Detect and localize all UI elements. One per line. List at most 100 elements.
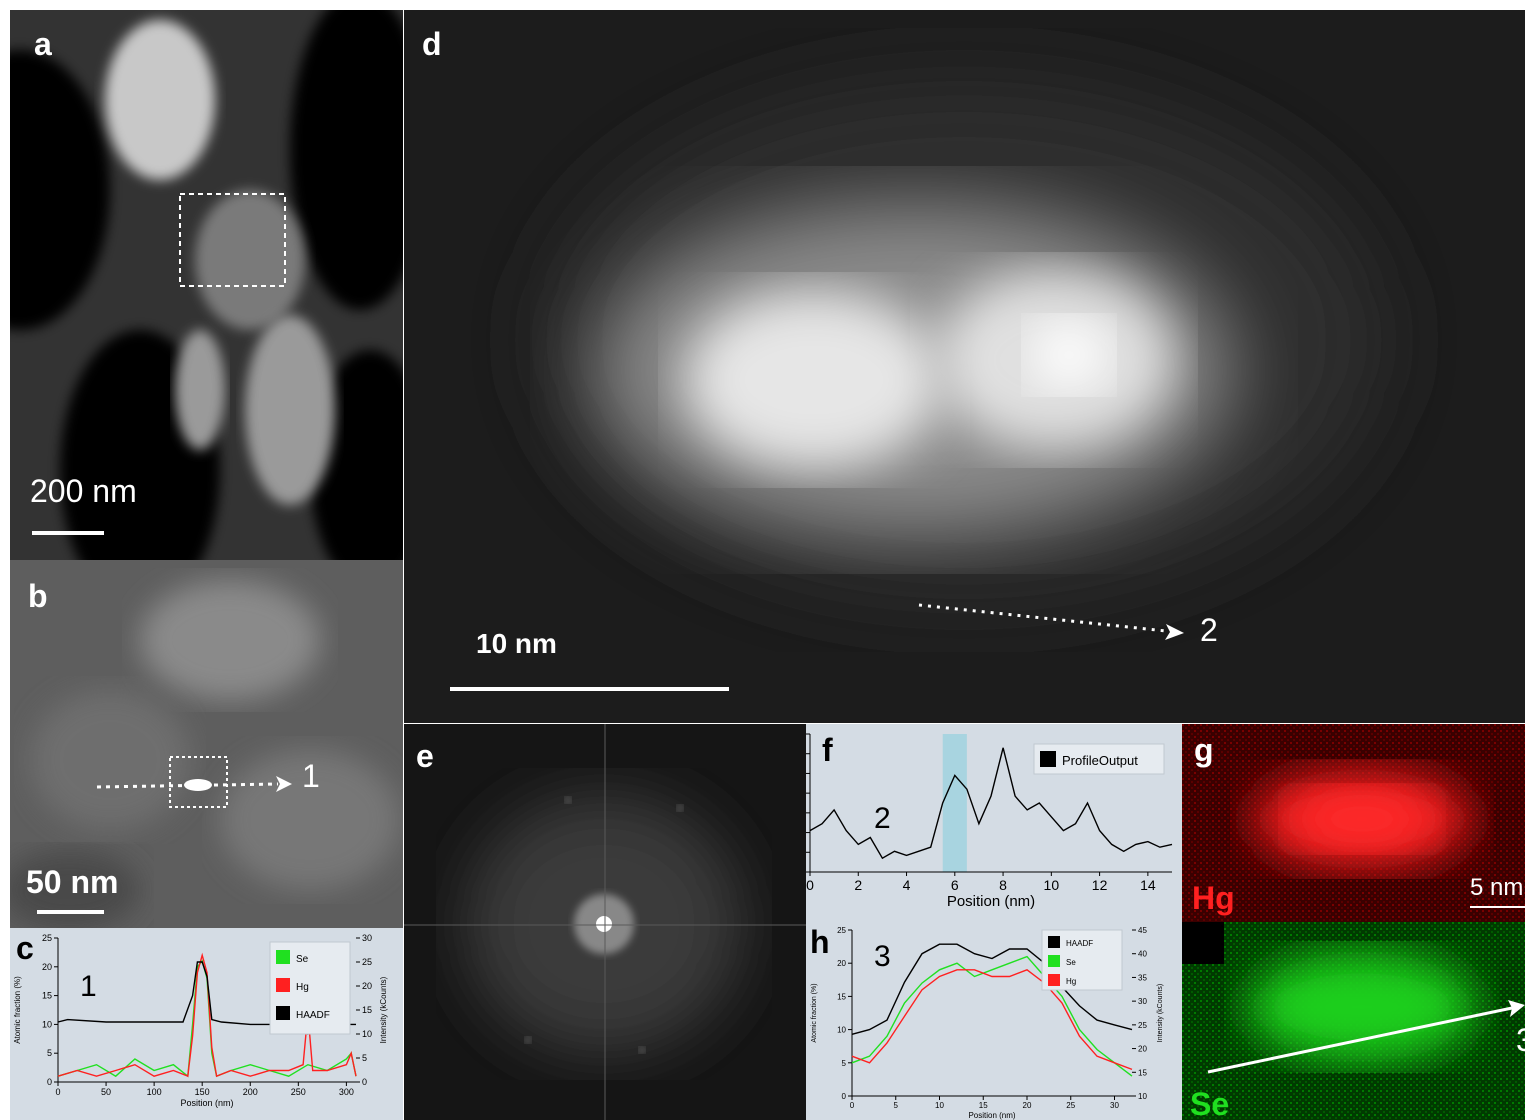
- scale-bar-a: [32, 531, 104, 535]
- legend-label-haadf: HAADF: [296, 1010, 330, 1021]
- x-tick-label: 4: [903, 877, 911, 893]
- marker-label-3: 3: [1516, 1022, 1525, 1058]
- y-tick-label: 5: [47, 1048, 52, 1058]
- se-map-image: [1182, 922, 1525, 1120]
- y2-tick-label: 35: [1138, 973, 1147, 982]
- y-tick-label: 15: [837, 992, 846, 1001]
- x-tick-label: 200: [243, 1087, 258, 1097]
- x-axis-label: Position (nm): [947, 893, 1035, 910]
- element-label-hg: Hg: [1192, 880, 1235, 916]
- x-tick-label: 10: [935, 1101, 944, 1110]
- x-tick-label: 15: [979, 1101, 988, 1110]
- panel-label-a: a: [34, 26, 52, 62]
- scale-label-g: 5 nm: [1470, 874, 1524, 901]
- marker-label: 1: [80, 970, 97, 1003]
- x-tick-label: 0: [850, 1101, 855, 1110]
- y-axis-label: Atomic fraction (%): [13, 976, 22, 1044]
- panel-label-g: g: [1194, 732, 1214, 768]
- x-tick-label: 0: [806, 877, 814, 893]
- y2-tick-label: 20: [362, 981, 372, 991]
- line-profile-arrow: [1207, 1006, 1513, 1074]
- x-tick-label: 10: [1044, 877, 1060, 893]
- hg-map-image: [1182, 724, 1525, 922]
- x-tick-label: 20: [1023, 1101, 1032, 1110]
- panel-d: d 2 10 nm: [404, 10, 1525, 723]
- element-label-se: Se: [1190, 1086, 1230, 1120]
- panel-b: b 1 50 nm: [10, 560, 403, 928]
- marker-label: 3: [874, 940, 891, 973]
- line-profile-arrow: [96, 782, 279, 789]
- scale-label-b: 50 nm: [26, 864, 119, 900]
- scale-label-d: 10 nm: [476, 628, 557, 659]
- y-tick-label: 10: [837, 1026, 846, 1035]
- x-tick-label: 25: [1066, 1101, 1075, 1110]
- y2-tick-label: 0: [362, 1077, 367, 1087]
- y-tick-label: 20: [42, 962, 52, 972]
- y-tick-label: 25: [42, 933, 52, 943]
- y2-tick-label: 45: [1138, 926, 1147, 935]
- y2-tick-label: 5: [362, 1053, 367, 1063]
- panel-label-e: e: [416, 738, 434, 774]
- region-box: [169, 756, 228, 808]
- legend-label-hg: Hg: [1066, 977, 1076, 986]
- x-tick-label: 6: [951, 877, 959, 893]
- y-tick-label: 15: [42, 991, 52, 1001]
- x-tick-label: 12: [1092, 877, 1108, 893]
- y2-tick-label: 30: [362, 933, 372, 943]
- y2-tick-label: 25: [1138, 1021, 1147, 1030]
- series-line-profileoutput: [809, 747, 1173, 860]
- panel-label-f: f: [822, 732, 833, 768]
- panel-g-se: Se 3: [1182, 922, 1525, 1120]
- x-tick-label: 8: [999, 877, 1007, 893]
- x-tick-label: 0: [55, 1087, 60, 1097]
- x-axis-label: Position (nm): [968, 1111, 1015, 1120]
- legend-swatch-hg: [1048, 974, 1060, 986]
- panel-e: e: [404, 724, 806, 1120]
- y2-axis-label: Intensity (kCounts): [379, 976, 388, 1043]
- series-line-hg: [57, 952, 357, 1078]
- marker-label-2: 2: [1200, 612, 1218, 648]
- legend-swatch-se: [1048, 955, 1060, 967]
- panel-label-c: c: [16, 930, 34, 966]
- panel-g-hg: g Hg 5 nm: [1182, 724, 1525, 922]
- chart-h: 0 5 10 15 20 25 30 0 5 10 15 20 25 10 15 20 25 30 35 40 45 Po…: [811, 926, 1164, 1120]
- y-tick-label: 0: [47, 1077, 52, 1087]
- panel-c: 0 50 100 150 200 250 300 0 5 10 15 20 25 0 5 10 15 20 25 30…: [10, 928, 403, 1120]
- legend-label-hg: Hg: [296, 982, 309, 993]
- panel-a-image: [10, 10, 403, 560]
- x-tick-label: 150: [195, 1087, 210, 1097]
- y-axis-label: Atomic fraction (%): [811, 983, 818, 1042]
- x-tick-label: 100: [147, 1087, 162, 1097]
- y-tick-label: 10: [42, 1019, 52, 1029]
- x-tick-label: 5: [894, 1101, 899, 1110]
- y2-tick-label: 10: [1138, 1092, 1147, 1101]
- legend-swatch-hg: [276, 978, 290, 992]
- legend-label-haadf: HAADF: [1066, 939, 1093, 948]
- panel-label-d: d: [422, 26, 442, 62]
- scale-bar-d: [450, 687, 729, 691]
- legend-swatch-haadf: [276, 1006, 290, 1020]
- x-tick-label: 300: [339, 1087, 354, 1097]
- y-tick-label: 25: [837, 926, 846, 935]
- x-tick-label: 30: [1110, 1101, 1119, 1110]
- x-axis-label: Position (nm): [180, 1098, 233, 1108]
- panel-b-image: [10, 560, 403, 928]
- y-tick-label: 0: [842, 1092, 847, 1101]
- y2-tick-label: 30: [1138, 997, 1147, 1006]
- y2-tick-label: 40: [1138, 950, 1147, 959]
- scale-bar-b: [37, 910, 104, 914]
- scale-label-a: 200 nm: [30, 473, 137, 509]
- scale-bar-g: [1470, 906, 1525, 908]
- y-tick-label: 20: [837, 959, 846, 968]
- panel-d-image: [404, 10, 1525, 723]
- legend-swatch-haadf: [1048, 936, 1060, 948]
- series-line-hg: [851, 969, 1133, 1071]
- x-tick-label: 2: [854, 877, 862, 893]
- panel-f: 0 2 4 6 8 10 12 14 Position (nm) 2 ProfileOutput f: [806, 724, 1182, 920]
- legend-label-profileoutput: ProfileOutput: [1062, 753, 1138, 768]
- panel-label-b: b: [28, 578, 48, 614]
- legend-swatch-se: [276, 950, 290, 964]
- panel-e-image: [404, 724, 806, 1120]
- x-tick-label: 50: [101, 1087, 111, 1097]
- series-line-se: [851, 955, 1133, 1077]
